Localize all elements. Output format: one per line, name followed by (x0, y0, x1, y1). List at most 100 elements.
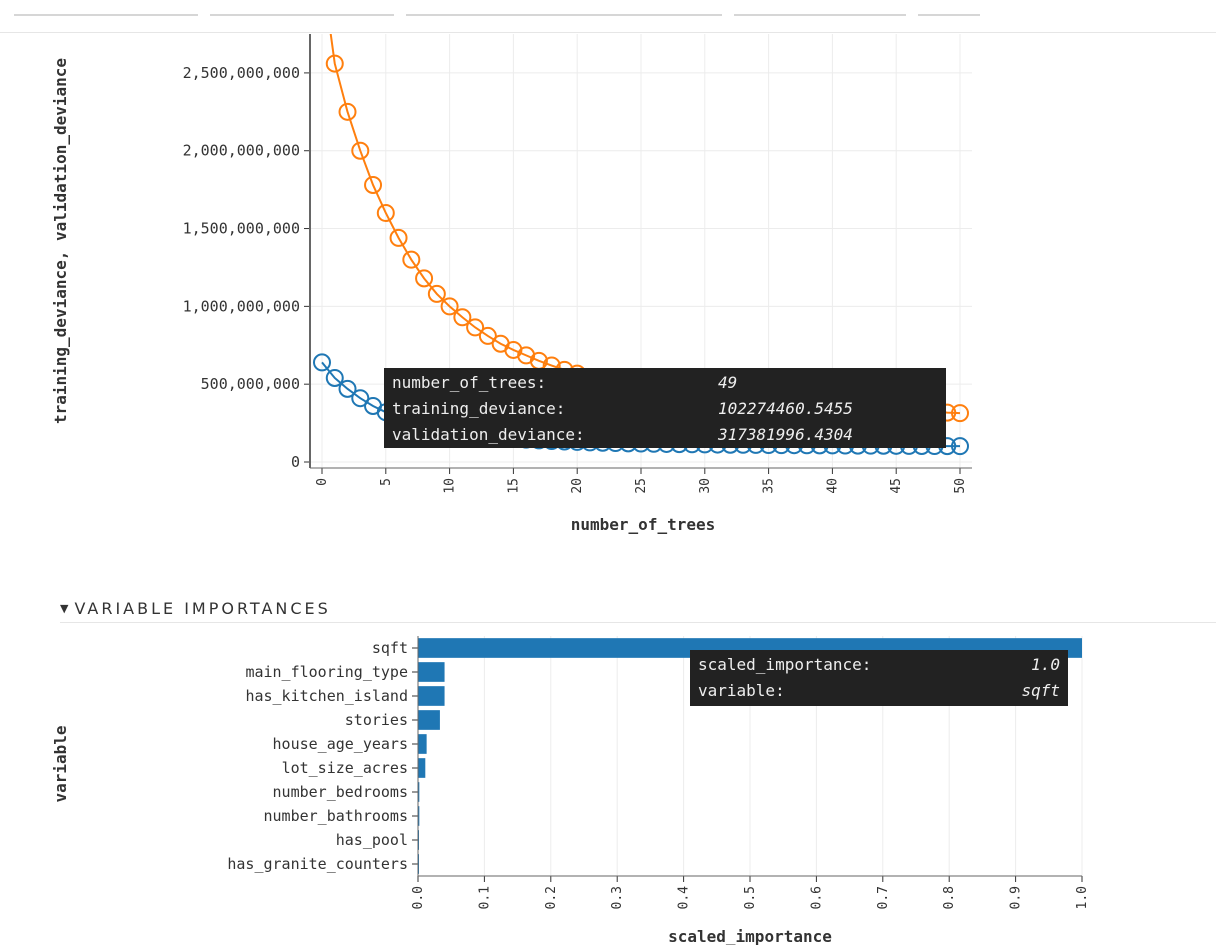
collapse-caret-icon[interactable]: ▼ (60, 601, 69, 615)
y-tick-label: house_age_years (273, 735, 408, 753)
x-tick-label: 5 (379, 478, 394, 486)
data-point[interactable] (478, 326, 497, 345)
x-tick-label: 0.7 (876, 886, 891, 909)
y-tick-label: number_bedrooms (273, 783, 408, 801)
tooltip-row: training_deviance: 102274460.5455 (392, 396, 938, 422)
x-tick-label: 0.9 (1009, 886, 1024, 909)
x-tick-label: 40 (825, 478, 840, 494)
x-tick-label: 35 (762, 478, 777, 494)
x-tick-label: 1.0 (1075, 886, 1090, 909)
top-tab[interactable] (734, 8, 906, 16)
axes: 0.0 0.1 0.2 0.3 0.4 0.5 0.6 0.7 0.8 0.9 1.0 sqft mai… (227, 636, 1090, 909)
x-tick-label: 45 (889, 478, 904, 494)
tooltip-row: scaled_importance: 1.0 (698, 652, 1060, 678)
y-tick-label: 0 (291, 453, 300, 471)
x-tick-label: 0.4 (677, 886, 692, 910)
x-tick-label: 15 (506, 478, 521, 494)
x-tick-label: 0.3 (610, 886, 625, 909)
y-tick-label: 500,000,000 (201, 375, 300, 393)
top-tab[interactable] (14, 8, 198, 16)
data-point[interactable] (364, 175, 383, 194)
data-point[interactable] (325, 368, 344, 387)
y-tick-label: 1,000,000,000 (183, 297, 300, 315)
scoring-history-chart: 0 5 10 15 20 25 30 35 40 45 50 0 500,000,000 1,000,00… (51, 34, 972, 534)
y-tick-label: has_granite_counters (227, 855, 408, 873)
tooltip-row: validation_deviance: 317381996.4304 (392, 422, 938, 448)
x-axis-label: scaled_importance (668, 927, 832, 945)
top-tab[interactable] (918, 8, 980, 16)
data-point[interactable] (440, 297, 459, 316)
y-tick-label: number_bathrooms (264, 807, 409, 825)
y-tick-label: 2,000,000,000 (183, 142, 300, 160)
data-point[interactable] (466, 318, 485, 337)
x-tick-label: 0.6 (809, 886, 824, 909)
bar-has_kitchen_island[interactable] (418, 686, 445, 706)
tooltip-value: 1.0 (1031, 655, 1060, 674)
x-tick-label: 0.5 (743, 886, 758, 909)
data-point[interactable] (338, 379, 357, 398)
data-point[interactable] (951, 437, 969, 456)
tooltip-key: training_deviance: (392, 399, 566, 418)
data-point[interactable] (402, 250, 421, 269)
bar-house_age_years[interactable] (418, 734, 427, 754)
top-tabs (0, 0, 1216, 34)
y-tick-label: lot_size_acres (282, 759, 408, 777)
x-tick-label: 20 (570, 478, 585, 494)
y-axis-label: training_deviance, validation_deviance (51, 58, 70, 424)
data-point[interactable] (427, 284, 446, 303)
x-tick-label: 50 (953, 478, 968, 494)
top-tab[interactable] (406, 8, 722, 16)
data-point[interactable] (389, 228, 408, 247)
tooltip-key: scaled_importance: (698, 655, 872, 674)
bar-lot_size_acres[interactable] (418, 758, 426, 778)
variable-importances-chart: 0.0 0.1 0.2 0.3 0.4 0.5 0.6 0.7 0.8 0.9 1.0 sqft mai… (51, 636, 1090, 945)
tooltip-value: 317381996.4304 (718, 425, 853, 444)
y-tick-label: 1,500,000,000 (183, 220, 300, 238)
section-header-variable-importances[interactable]: ▼ VARIABLE IMPORTANCES (60, 596, 331, 620)
grid (310, 34, 972, 468)
bar-main_flooring_type[interactable] (418, 662, 445, 682)
bar-stories[interactable] (418, 710, 440, 730)
bar-chart-tooltip: scaled_importance: 1.0 variable: sqft (690, 650, 1068, 706)
data-point[interactable] (415, 269, 434, 288)
data-point[interactable] (351, 141, 370, 160)
tooltip-row: number_of_trees: 49 (392, 370, 938, 396)
x-tick-label: 10 (443, 478, 458, 494)
section-title: VARIABLE IMPORTANCES (74, 598, 331, 618)
x-tick-label: 0.2 (544, 886, 559, 909)
tooltip-value: sqft (1021, 681, 1060, 700)
x-tick-label: 30 (698, 478, 713, 494)
bar-number_bedrooms[interactable] (418, 782, 420, 802)
tooltip-row: variable: sqft (698, 678, 1060, 704)
tooltip-key: validation_deviance: (392, 425, 585, 444)
data-point[interactable] (351, 389, 370, 408)
x-tick-label: 0.1 (477, 886, 492, 909)
y-tick-label: has_kitchen_island (245, 687, 408, 705)
data-point[interactable] (313, 353, 331, 372)
x-tick-label: 0.8 (942, 886, 957, 909)
x-tick-label: 0.0 (411, 886, 426, 909)
top-tab[interactable] (210, 8, 394, 16)
data-point[interactable] (325, 54, 344, 73)
bar-number_bathrooms[interactable] (418, 806, 420, 826)
x-tick-label: 0 (315, 478, 330, 486)
tooltip-value: 102274460.5455 (718, 399, 853, 418)
y-tick-label: sqft (372, 639, 408, 657)
axes: 0 5 10 15 20 25 30 35 40 45 50 0 500,000,000 1,000,00… (183, 34, 972, 494)
y-axis-label: variable (51, 725, 70, 802)
data-point[interactable] (453, 308, 472, 327)
line-chart-tooltip: number_of_trees: 49 training_deviance: 1… (384, 368, 946, 448)
y-tick-label: 2,500,000,000 (183, 64, 300, 82)
data-point[interactable] (951, 404, 969, 423)
section-divider (60, 622, 1216, 623)
top-tabs-divider (0, 32, 1216, 33)
x-axis-label: number_of_trees (571, 515, 716, 534)
y-tick-label: has_pool (336, 831, 408, 849)
y-tick-label: main_flooring_type (245, 663, 408, 681)
y-tick-label: stories (345, 711, 408, 729)
data-point[interactable] (376, 203, 395, 222)
data-point[interactable] (338, 102, 357, 121)
x-tick-label: 25 (634, 478, 649, 494)
tooltip-key: variable: (698, 681, 785, 700)
tooltip-value: 49 (718, 373, 738, 392)
